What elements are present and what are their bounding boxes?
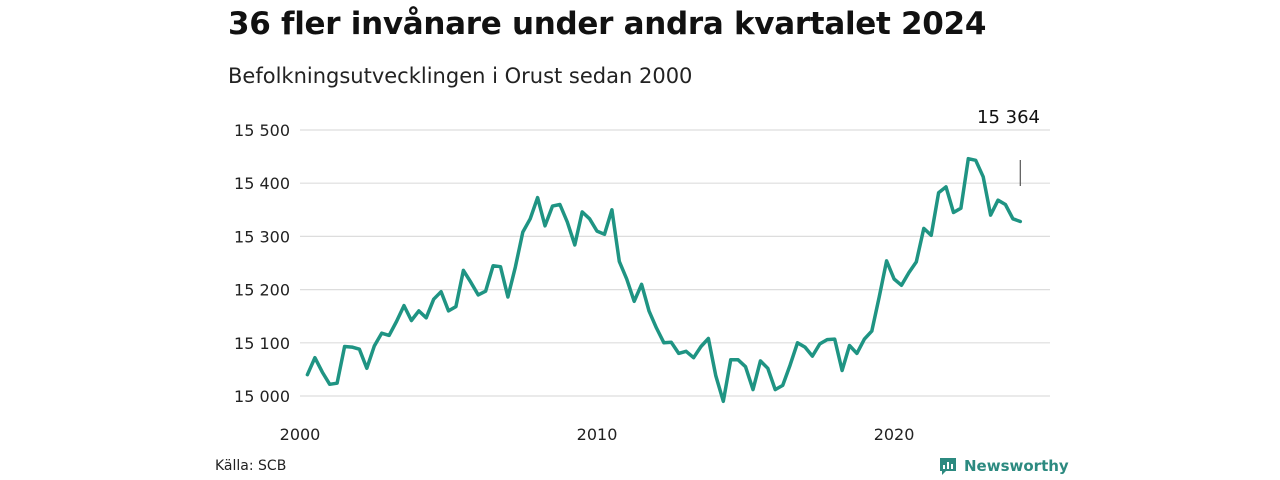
y-tick-label: 15 100 bbox=[234, 334, 290, 353]
annotation-label: 15 364 bbox=[977, 107, 1040, 128]
series-line bbox=[305, 156, 1023, 404]
gridlines bbox=[300, 129, 1050, 397]
x-tick-label: 2010 bbox=[577, 425, 618, 444]
newsworthy-logo-icon bbox=[940, 458, 956, 475]
brand-name: Newsworthy bbox=[964, 457, 1069, 475]
x-axis-ticks: 2000 2010 2020 bbox=[280, 425, 915, 444]
series-layer bbox=[305, 156, 1023, 404]
x-tick-label: 2020 bbox=[874, 425, 915, 444]
y-tick-label: 15 200 bbox=[234, 281, 290, 300]
annotation-layer: 15 364 bbox=[977, 107, 1040, 186]
y-tick-label: 15 400 bbox=[234, 174, 290, 193]
y-tick-label: 15 500 bbox=[234, 121, 290, 140]
y-tick-label: 15 300 bbox=[234, 227, 290, 246]
y-axis-ticks: 15 000 15 100 15 200 15 300 15 400 15 500 bbox=[234, 121, 290, 406]
source-note: Källa: SCB bbox=[215, 458, 287, 474]
brand-logo[interactable]: Newsworthy bbox=[938, 455, 1069, 477]
x-tick-label: 2000 bbox=[280, 425, 321, 444]
chart-subtitle: Befolkningsutvecklingen i Orust sedan 20… bbox=[228, 64, 693, 88]
chart-title: 36 fler invånare under andra kvartalet 2… bbox=[228, 6, 987, 42]
y-tick-label: 15 000 bbox=[234, 387, 290, 406]
